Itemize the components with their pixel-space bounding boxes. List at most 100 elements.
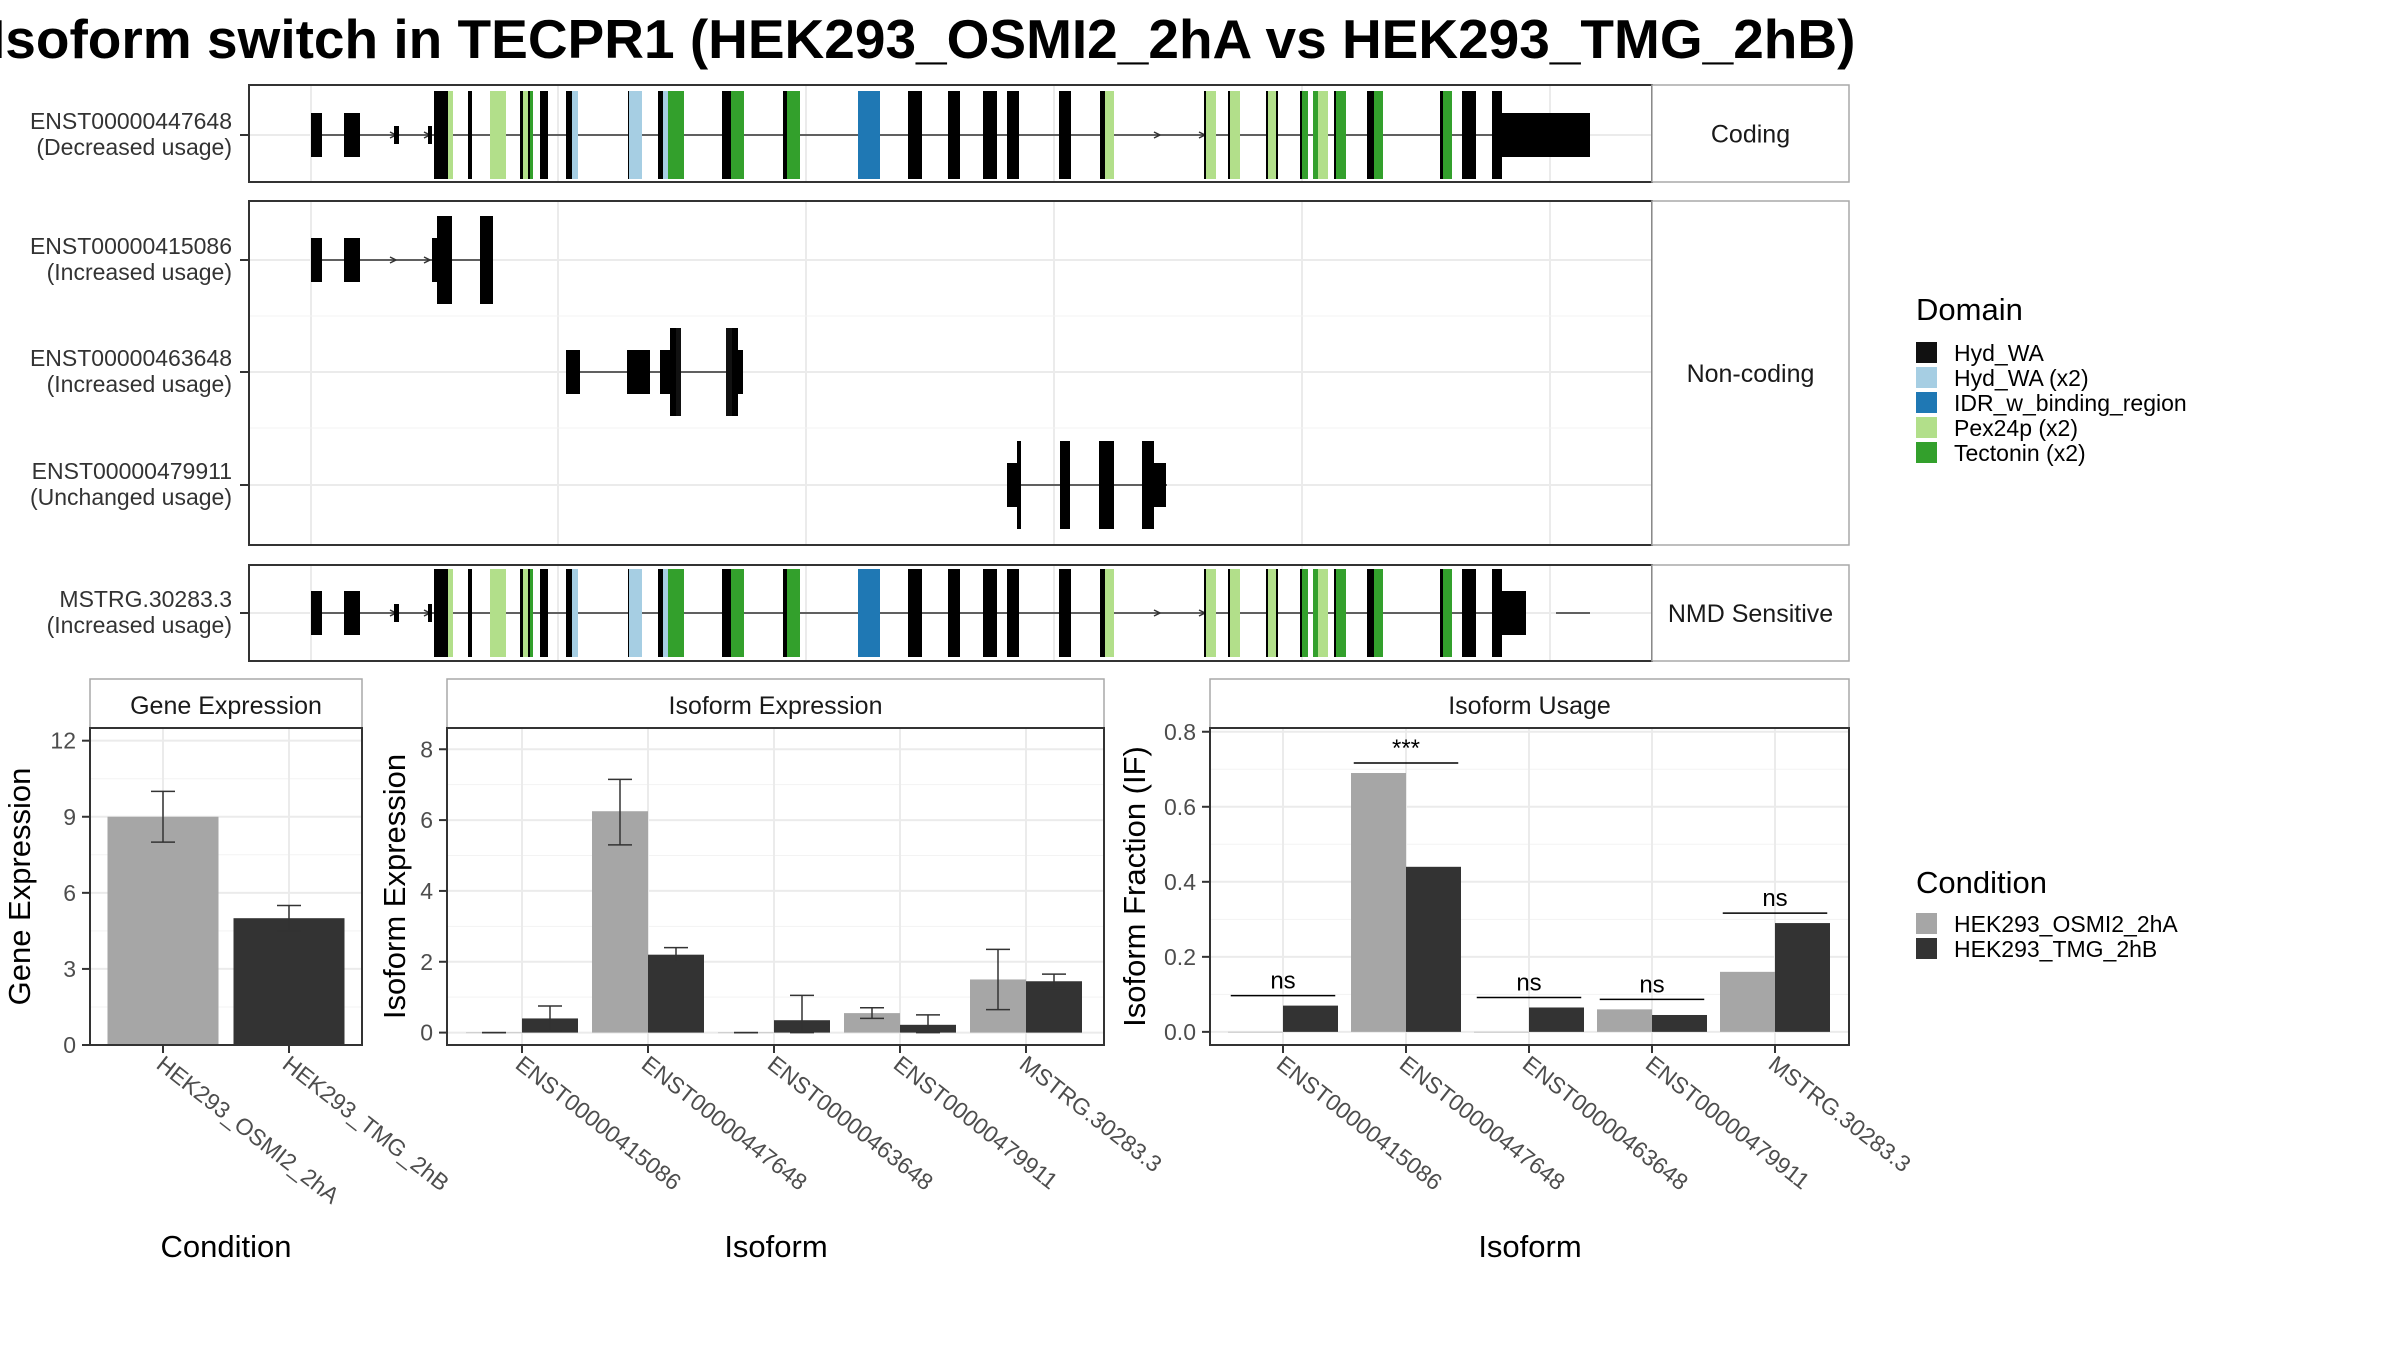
domain-legend-swatch [1916, 392, 1937, 413]
exon [434, 91, 451, 179]
domain-region [1313, 91, 1318, 179]
y-tick-label: 8 [420, 736, 433, 762]
y-tick-label: 3 [63, 956, 76, 982]
exon [1367, 91, 1374, 179]
bar [107, 816, 219, 1045]
domain-region [629, 569, 642, 657]
domain-region [1268, 91, 1276, 179]
domain-region [858, 91, 864, 179]
domain-region [663, 569, 668, 657]
chart-isoform-expression: Isoform Expression02468ENST00000415086EN… [377, 678, 1167, 1264]
condition-legend-label: HEK293_OSMI2_2hA [1954, 911, 2178, 937]
bar [1026, 981, 1082, 1033]
exon [311, 113, 322, 157]
domain-region [1336, 569, 1346, 657]
exon [344, 238, 360, 282]
domain-region [572, 91, 578, 179]
strand-arrow [1153, 131, 1162, 139]
exon [540, 91, 548, 179]
exon [437, 216, 452, 304]
domain-region [1302, 91, 1308, 179]
domain-legend-label: Hyd_WA (x2) [1954, 365, 2089, 391]
plot-border [1209, 727, 1850, 1046]
exon [311, 238, 322, 282]
condition-legend-title: Condition [1916, 865, 2047, 900]
bar [1775, 923, 1830, 1032]
exon [394, 604, 399, 622]
facet-strip-label: Non-coding [1687, 360, 1815, 388]
domain-region [1313, 569, 1318, 657]
domain-region [490, 91, 506, 179]
domain-region [1230, 569, 1240, 657]
y-tick-label: 0.4 [1164, 869, 1196, 895]
domain-region [1302, 569, 1308, 657]
domain-region [1105, 569, 1114, 657]
strand-arrow [389, 256, 398, 264]
y-tick-label: 2 [420, 949, 433, 975]
x-axis-title: Condition [161, 1229, 292, 1264]
exon [1154, 463, 1166, 507]
domain-legend-swatch [1916, 417, 1937, 438]
exon [468, 569, 472, 657]
exon [1367, 569, 1374, 657]
transcript-structure-panel: Coding Non-coding NMD Sensitive ENST0000044… [30, 84, 1850, 662]
bar [648, 954, 704, 1033]
exon [983, 91, 997, 179]
chart-title: Isoform Usage [1448, 692, 1611, 720]
exon [738, 350, 743, 394]
x-axis-title: Isoform [724, 1229, 827, 1264]
domain-region [629, 91, 642, 179]
exon [480, 216, 493, 304]
y-tick-label: 6 [420, 807, 433, 833]
bar [1652, 1014, 1707, 1032]
domain-region [731, 91, 744, 179]
domain-region [572, 569, 578, 657]
y-tick-label: 6 [63, 880, 76, 906]
domain-region [530, 569, 533, 657]
domain-region [1443, 569, 1452, 657]
y-axis-title: Isoform Expression [377, 754, 412, 1019]
domain-region [448, 91, 453, 179]
strand-arrow [423, 256, 432, 264]
domain-region [1336, 91, 1346, 179]
domain-region [1443, 91, 1452, 179]
y-tick-label: 0 [420, 1020, 433, 1046]
domain-region [864, 91, 880, 179]
domain-legend-label: Hyd_WA [1954, 340, 2045, 366]
condition-legend-swatch [1916, 913, 1937, 934]
domain-region [530, 91, 533, 179]
bar [1720, 971, 1775, 1032]
facet-strip-label: NMD Sensitive [1668, 600, 1833, 628]
significance-label: ns [1762, 885, 1787, 912]
transcript-id-label: ENST00000447648 [30, 108, 232, 134]
exon [311, 591, 322, 635]
domain-region [676, 328, 681, 416]
chart-strip [446, 678, 1105, 729]
y-tick-label: 0.8 [1164, 719, 1196, 745]
exon [908, 91, 922, 179]
y-axis-title: Isoform Fraction (IF) [1117, 746, 1152, 1027]
domain-region [858, 569, 864, 657]
domain-region [668, 569, 684, 657]
exon [428, 604, 432, 622]
domain-region [1105, 91, 1114, 179]
exon [434, 569, 451, 657]
chart-strip [1209, 678, 1850, 729]
significance-label: ns [1639, 971, 1664, 998]
exon [627, 350, 650, 394]
domain-legend-swatch [1916, 342, 1937, 363]
domain-region [1374, 569, 1383, 657]
domain-region [726, 328, 732, 416]
exon [468, 91, 472, 179]
transcript-id-label: MSTRG.30283.3 [59, 586, 232, 612]
transcript-usage-label: (Decreased usage) [36, 134, 232, 160]
transcript-id-label: ENST00000479911 [32, 458, 232, 484]
domain-region [523, 569, 528, 657]
exon [1492, 91, 1502, 179]
exon [1150, 441, 1154, 529]
facet-strip [1651, 564, 1850, 662]
exon [344, 591, 360, 635]
x-axis-title: Isoform [1478, 1229, 1581, 1264]
